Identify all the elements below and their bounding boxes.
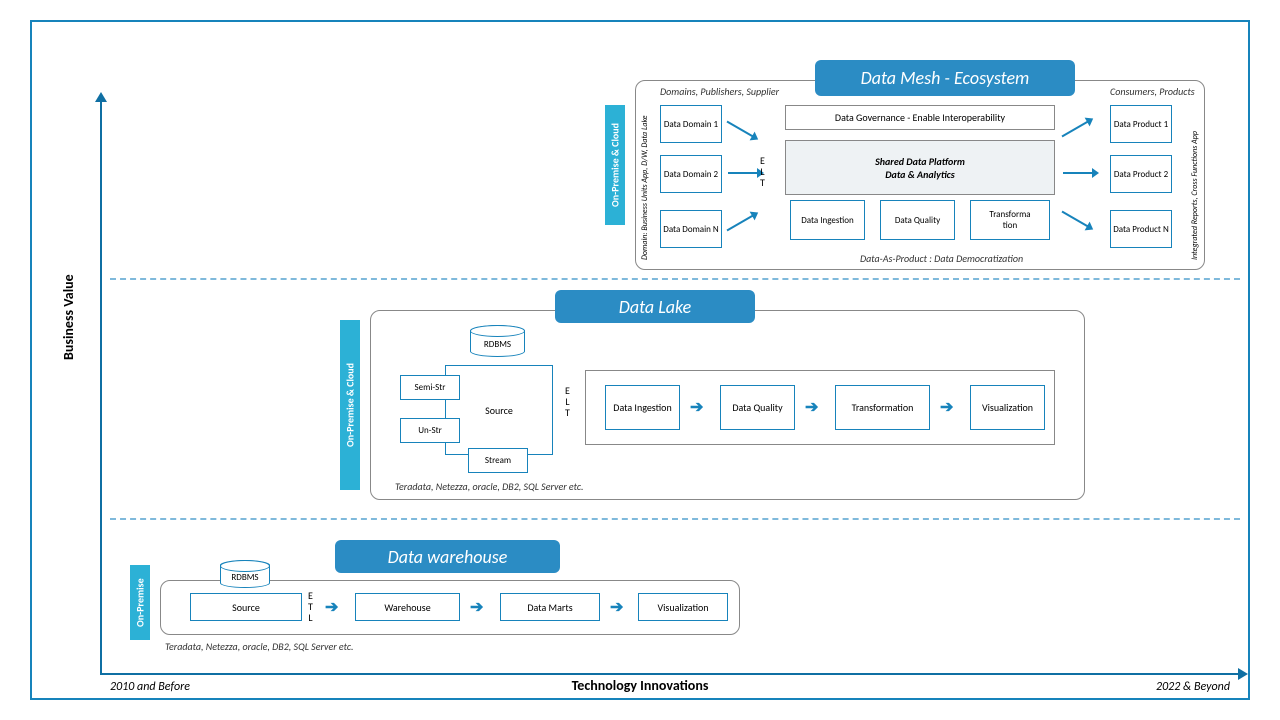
rdbms-label-dl: RDBMS — [484, 339, 511, 350]
y-axis — [100, 100, 102, 675]
x-axis — [100, 673, 1240, 675]
box-shared-platform: Shared Data Platform Data & Analytics — [785, 140, 1055, 195]
box-data-quality-dl: Data Quality — [720, 385, 795, 430]
arrow-icon: ➔ — [805, 397, 818, 417]
arrow-icon — [1063, 172, 1093, 174]
box-domain-n: Data Domain N — [660, 210, 722, 248]
header-domains: Domains, Publishers, Supplier — [660, 85, 779, 98]
arrow-icon: ➔ — [610, 597, 623, 617]
vtext-left-dm: Domain: Business Units App, D/W, Data La… — [640, 100, 650, 260]
caption-dw: Teradata, Netezza, oracle, DB2, SQL Serv… — [165, 640, 354, 653]
arrow-icon: ➔ — [940, 397, 953, 417]
etl-label: E T L — [308, 590, 313, 623]
y-axis-label: Business Value — [60, 274, 77, 360]
rdbms-label-dw: RDBMS — [231, 572, 258, 583]
header-consumers: Consumers, Products — [1110, 85, 1195, 98]
box-data-marts: Data Marts — [500, 593, 600, 621]
x-axis-label: Technology Innovations — [572, 677, 709, 694]
box-warehouse: Warehouse — [355, 593, 460, 621]
tag-on-premise-cloud-dl: On-Premise & Cloud — [340, 320, 360, 490]
box-product-2: Data Product 2 — [1110, 155, 1172, 193]
caption-dl: Teradata, Netezza, oracle, DB2, SQL Serv… — [395, 480, 584, 493]
box-data-ingestion-dl: Data Ingestion — [605, 385, 680, 430]
arrow-icon: ➔ — [325, 597, 338, 617]
box-stream: Stream — [468, 448, 528, 473]
rdbms-cylinder-dw: RDBMS — [220, 560, 270, 588]
title-data-lake: Data Lake — [555, 290, 755, 323]
rdbms-cylinder-dl: RDBMS — [470, 325, 525, 357]
box-domain-2: Data Domain 2 — [660, 155, 722, 193]
footer-dm: Data-As-Product : Data Democratization — [860, 252, 1023, 265]
box-semi-str: Semi-Str — [400, 375, 460, 400]
box-un-str: Un-Str — [400, 418, 460, 443]
x-axis-left-label: 2010 and Before — [110, 680, 190, 694]
tag-on-premise-cloud-dm: On-Premise & Cloud — [605, 105, 625, 225]
title-data-warehouse: Data warehouse — [335, 540, 560, 573]
arrow-icon: ➔ — [690, 397, 703, 417]
box-product-n: Data Product N — [1110, 210, 1172, 248]
box-transformation-dl: Transformation — [835, 385, 930, 430]
box-transformation-dm: Transforma tion — [970, 200, 1050, 240]
box-data-quality-dm: Data Quality — [880, 200, 955, 240]
elt-label-dm: E L T — [760, 155, 765, 188]
box-visualization-dw: Visualization — [638, 593, 728, 621]
tag-on-premise: On-Premise — [130, 565, 150, 640]
title-data-mesh: Data Mesh - Ecosystem — [815, 60, 1075, 96]
box-product-1: Data Product 1 — [1110, 105, 1172, 143]
box-data-ingestion-dm: Data Ingestion — [790, 200, 865, 240]
vtext-right-dm: Integrated Reports, Cross Functions App — [1190, 100, 1200, 260]
arrow-icon: ➔ — [470, 597, 483, 617]
elt-label-dl: E L T — [565, 385, 570, 418]
box-source-dl: Source — [445, 365, 553, 455]
box-visualization-dl: Visualization — [970, 385, 1045, 430]
x-axis-right-label: 2022 & Beyond — [1156, 680, 1230, 694]
divider-upper — [110, 278, 1240, 280]
box-source: Source — [190, 593, 302, 621]
divider-lower — [110, 518, 1240, 520]
box-domain-1: Data Domain 1 — [660, 105, 722, 143]
arrow-icon — [728, 172, 758, 174]
box-governance: Data Governance - Enable Interoperabilit… — [785, 105, 1055, 130]
